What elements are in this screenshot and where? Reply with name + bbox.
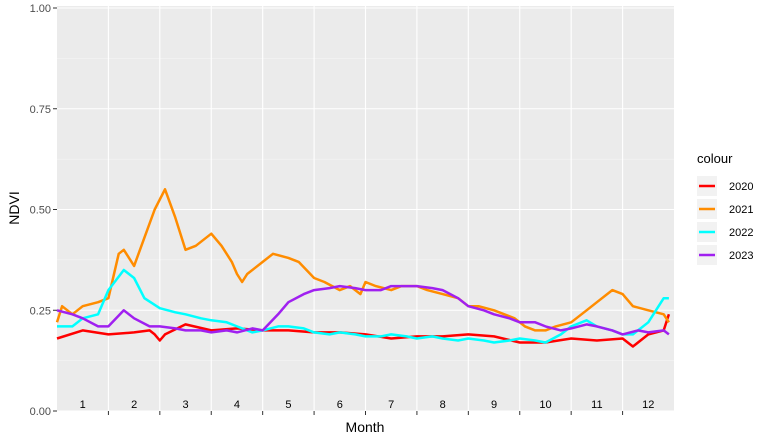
month-label: 6 [337,399,343,411]
series-line-2022 [57,268,669,344]
y-axis: 0.00 0.25 0.50 0.75 1.00 [30,3,57,418]
month-label: 3 [182,399,188,411]
major-gridlines [57,6,674,412]
legend: colour 2020 2021 2022 2023 [697,151,753,265]
month-label: 11 [591,399,602,411]
month-labels: 1 2 3 4 5 6 7 8 9 10 11 12 [80,399,655,411]
x-axis-title: Month [346,419,385,435]
x-axis [107,411,624,415]
y-tick-label: 0.00 [30,406,51,418]
legend-title: colour [697,151,733,166]
legend-label-2023: 2023 [729,250,753,262]
month-label: 1 [80,399,86,411]
month-label: 10 [539,399,551,411]
legend-label-2021: 2021 [729,204,753,216]
series-line-2021 [55,188,670,332]
y-tick-label: 0.25 [30,305,51,317]
y-tick-label: 0.75 [30,104,51,116]
y-axis-title: NDVI [6,191,22,224]
y-tick-label: 0.50 [30,205,51,217]
month-label: 12 [642,399,654,411]
month-label: 9 [491,399,497,411]
month-label: 2 [131,399,137,411]
series-lines [55,188,671,348]
month-label: 5 [285,399,291,411]
legend-label-2020: 2020 [729,181,753,193]
y-tick-label: 1.00 [30,3,51,15]
legend-label-2022: 2022 [729,227,753,239]
month-label: 8 [440,399,446,411]
series-line-2023 [56,284,670,336]
month-label: 4 [234,399,240,411]
month-label: 7 [388,399,394,411]
